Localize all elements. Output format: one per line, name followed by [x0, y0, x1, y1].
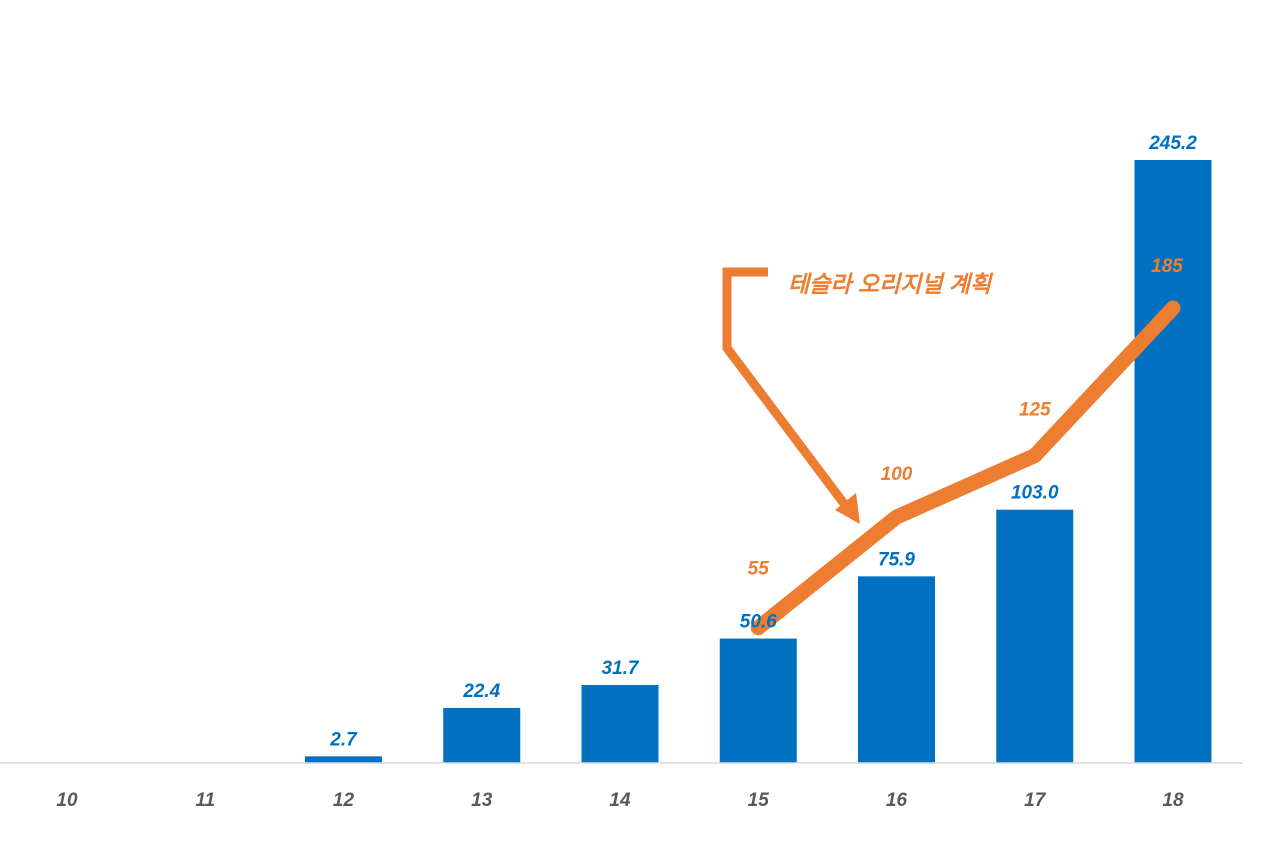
bar-value-label: 103.0 — [1011, 483, 1059, 504]
line-value-label: 100 — [881, 464, 913, 485]
x-tick-label: 12 — [333, 790, 355, 811]
x-tick-label: 10 — [56, 790, 78, 811]
bar-15 — [720, 639, 797, 763]
x-tick-label: 16 — [886, 790, 908, 811]
x-tick-label: 13 — [471, 790, 493, 811]
bar-value-label: 31.7 — [602, 658, 640, 679]
bar-value-label: 22.4 — [462, 681, 500, 702]
bar-value-label: 2.7 — [329, 729, 358, 750]
x-tick-label: 17 — [1024, 790, 1047, 811]
x-tick-label: 14 — [609, 790, 631, 811]
annotation-text: 테슬라 오리지널 계획 — [788, 271, 994, 297]
bar-18 — [1135, 160, 1212, 763]
bar-13 — [443, 708, 520, 763]
bar-17 — [996, 510, 1073, 763]
bar-14 — [582, 685, 659, 763]
bar-value-label: 50.6 — [740, 612, 777, 633]
bar-16 — [858, 576, 935, 763]
bar-value-label: 245.2 — [1148, 133, 1197, 154]
x-tick-label: 18 — [1162, 790, 1184, 811]
line-value-label: 125 — [1019, 400, 1051, 421]
line-value-label: 185 — [1151, 256, 1183, 277]
x-tick-label: 11 — [195, 790, 215, 811]
bar-12 — [305, 756, 382, 763]
annotation-connector — [727, 272, 845, 505]
line-value-label: 55 — [748, 559, 770, 580]
x-tick-label: 15 — [748, 790, 770, 811]
bar-value-label: 75.9 — [878, 549, 915, 570]
